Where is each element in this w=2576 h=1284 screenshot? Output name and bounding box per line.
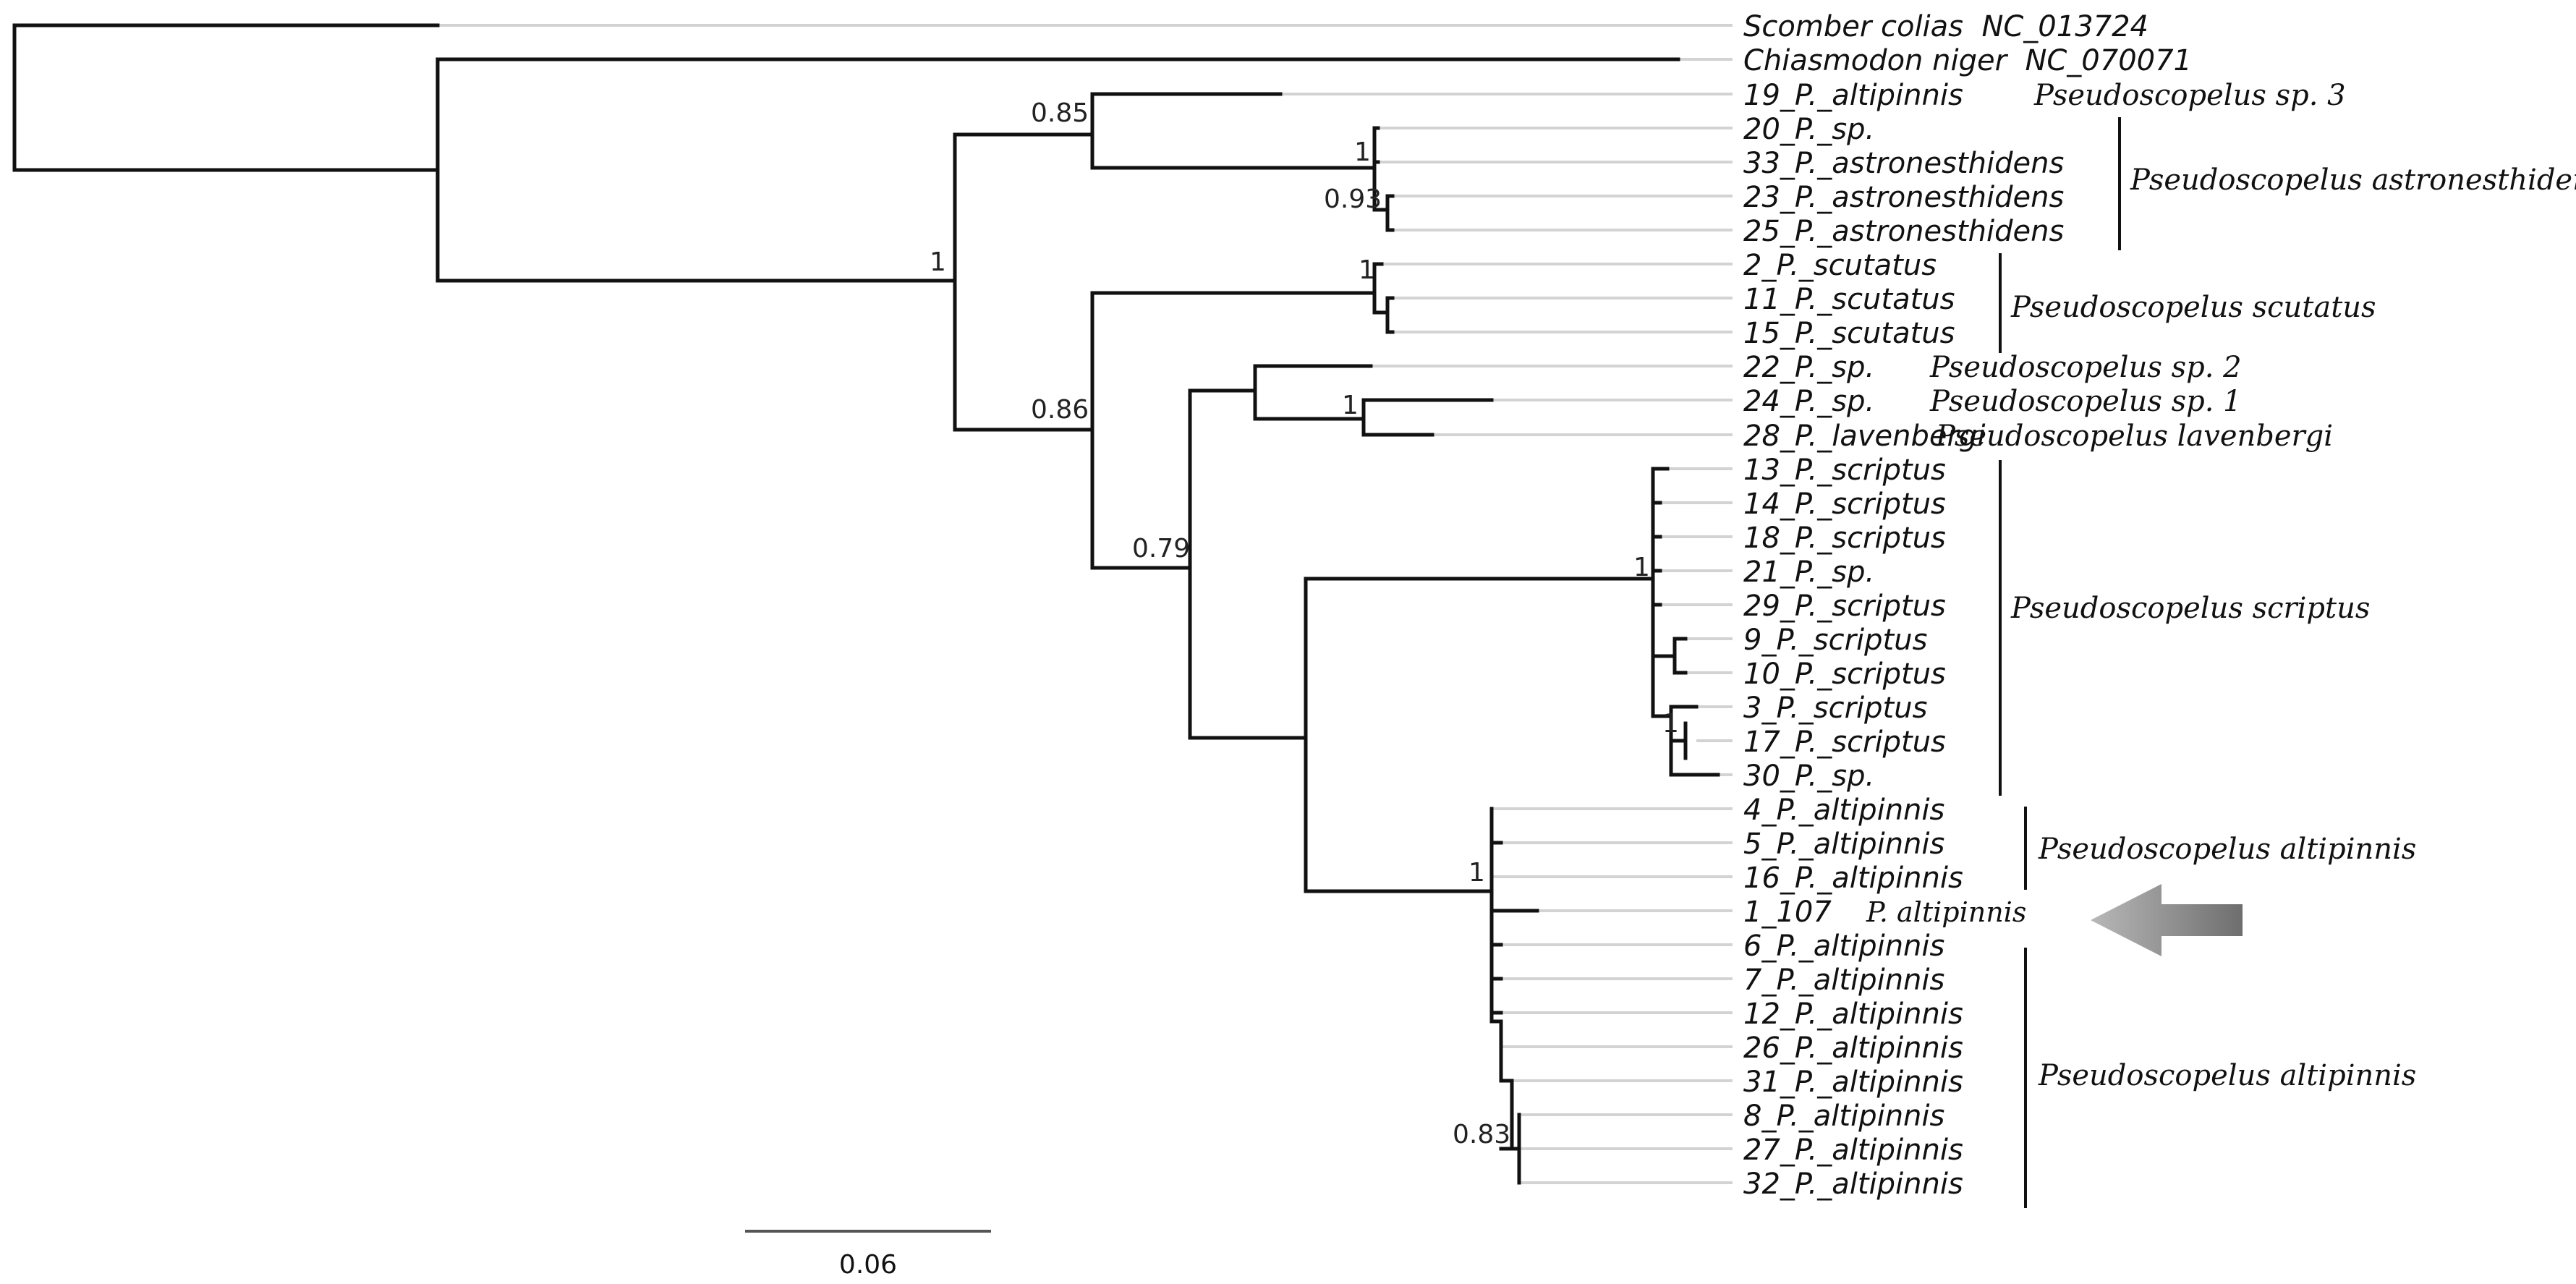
tip-labels: Scomber colias NC_013724 Chiasmodon nige… bbox=[1743, 10, 2192, 1201]
clade-label: Pseudoscopelus scriptus bbox=[2010, 592, 2370, 625]
support-value: 1 bbox=[1342, 391, 1359, 420]
clade-annotations: Pseudoscopelus sp. 3 Pseudoscopelus astr… bbox=[1929, 79, 2576, 1208]
query-species-label: P. altipinnis bbox=[1866, 896, 2026, 928]
tip-label: 15_P._scutatus bbox=[1743, 317, 1955, 350]
clade-label: Pseudoscopelus altipinnis bbox=[2038, 1059, 2416, 1092]
support-value: 1 bbox=[1359, 255, 1375, 285]
tip-label: 8_P._altipinnis bbox=[1743, 1100, 1944, 1133]
scale-bar: 0.06 bbox=[745, 1230, 991, 1280]
clade-label: Pseudoscopelus altipinnis bbox=[2038, 833, 2416, 866]
tip-label: 22_P._sp. bbox=[1743, 351, 1874, 384]
support-value: 0.85 bbox=[1031, 98, 1089, 128]
tip-label: 10_P._scriptus bbox=[1743, 658, 1946, 691]
tip-label: 26_P._altipinnis bbox=[1743, 1032, 1963, 1065]
tip-label: 25_P._astronesthidens bbox=[1743, 215, 2064, 248]
tip-label: 6_P._altipinnis bbox=[1743, 930, 1944, 963]
clade-label: Pseudoscopelus scutatus bbox=[2010, 291, 2376, 324]
support-values: 0.85 1 0.93 1 1 0.86 1 0.79 1 1 1 0.83 bbox=[930, 98, 1679, 1149]
tip-label: 16_P._altipinnis bbox=[1743, 862, 1963, 895]
tip-label: 12_P._altipinnis bbox=[1743, 998, 1963, 1031]
tip-label: 20_P._sp. bbox=[1743, 113, 1874, 146]
tip-label query-tip-label: 1_107 bbox=[1743, 896, 1832, 929]
tip-label: 3_P._scriptus bbox=[1743, 692, 1927, 725]
tip-label: 23_P._astronesthidens bbox=[1743, 181, 2064, 214]
tip-label: 13_P._scriptus bbox=[1743, 454, 1946, 487]
scale-bar-label: 0.06 bbox=[839, 1250, 897, 1280]
tip-guides bbox=[438, 24, 1733, 1184]
tip-label: 21_P._sp. bbox=[1743, 556, 1874, 589]
tip-label: 14_P._scriptus bbox=[1743, 488, 1946, 521]
tip-label: 27_P._altipinnis bbox=[1743, 1134, 1963, 1167]
tip-label: 17_P._scriptus bbox=[1743, 726, 1946, 759]
tip-label: 11_P._scutatus bbox=[1743, 283, 1955, 316]
tip-label: 18_P._scriptus bbox=[1743, 522, 1946, 555]
clade-label: Pseudoscopelus sp. 3 bbox=[2033, 79, 2346, 112]
support-value: 0.93 bbox=[1324, 184, 1382, 214]
tip-label: Chiasmodon niger NC_070071 bbox=[1743, 44, 2192, 77]
support-value: 1 bbox=[1468, 858, 1485, 888]
tip-label: Scomber colias NC_013724 bbox=[1743, 10, 2148, 43]
tip-label: 31_P._altipinnis bbox=[1743, 1066, 1963, 1099]
support-value: 1 bbox=[1662, 709, 1679, 739]
support-value: 0.86 bbox=[1031, 395, 1089, 425]
tip-label: 2_P._scutatus bbox=[1743, 249, 1937, 282]
tip-label: 5_P._altipinnis bbox=[1743, 828, 1944, 861]
support-value: 0.83 bbox=[1453, 1120, 1510, 1149]
tip-label: 7_P._altipinnis bbox=[1743, 964, 1944, 997]
clade-label: Pseudoscopelus sp. 1 bbox=[1929, 385, 2242, 418]
tip-label: 30_P._sp. bbox=[1743, 760, 1874, 793]
clade-label: Pseudoscopelus sp. 2 bbox=[1929, 351, 2242, 384]
clade-label: Pseudoscopelus astronesthidens bbox=[2130, 163, 2576, 197]
clade-label: Pseudoscopelus lavenbergi bbox=[1935, 420, 2333, 453]
tip-label: 19_P._altipinnis bbox=[1743, 79, 1963, 112]
tip-label: 24_P._sp. bbox=[1743, 385, 1874, 418]
arrow-left-icon bbox=[2091, 884, 2243, 956]
support-value: 1 bbox=[1354, 137, 1371, 167]
tip-label: 4_P._altipinnis bbox=[1743, 794, 1944, 827]
support-value: 0.79 bbox=[1132, 534, 1190, 564]
tree-branches bbox=[12, 23, 1720, 1185]
support-value: 1 bbox=[1633, 553, 1650, 582]
tip-label: 28_P._lavenbergi bbox=[1743, 420, 1985, 453]
tip-label: 9_P._scriptus bbox=[1743, 624, 1927, 657]
support-value: 1 bbox=[930, 247, 946, 277]
tip-label: 32_P._altipinnis bbox=[1743, 1168, 1963, 1201]
tip-label: 33_P._astronesthidens bbox=[1743, 147, 2064, 180]
tip-label: 29_P._scriptus bbox=[1743, 590, 1946, 623]
